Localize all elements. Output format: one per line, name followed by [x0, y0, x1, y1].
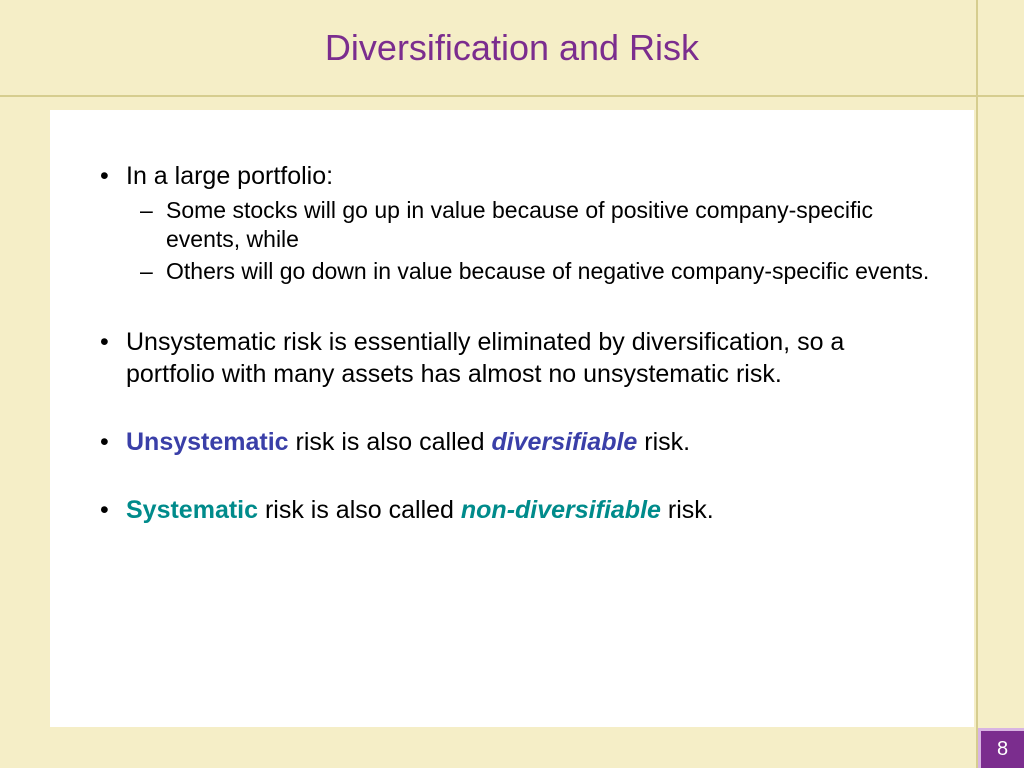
spacer: [90, 396, 934, 426]
spacer: [90, 292, 934, 326]
bullet-list: In a large portfolio: Some stocks will g…: [90, 160, 934, 526]
bullet-text: In a large portfolio:: [126, 162, 333, 190]
bullet-item: Systematic risk is also called non-diver…: [90, 494, 934, 526]
content-panel: In a large portfolio: Some stocks will g…: [50, 110, 974, 727]
page-number: 8: [997, 738, 1008, 761]
horizontal-rule: [0, 95, 1024, 97]
term-nondiversifiable: non-diversifiable: [461, 496, 661, 524]
term-unsystematic: Unsystematic: [126, 428, 289, 456]
page-number-badge: 8: [978, 728, 1024, 768]
vertical-rule: [976, 0, 978, 768]
bullet-text: risk is also called: [258, 496, 461, 524]
title-area: Diversification and Risk: [0, 0, 1024, 95]
bullet-item: Unsystematic risk is also called diversi…: [90, 426, 934, 458]
bullet-item: Unsystematic risk is essentially elimina…: [90, 326, 934, 390]
term-diversifiable: diversifiable: [491, 428, 637, 456]
bullet-text: Unsystematic risk is essentially elimina…: [126, 328, 844, 388]
bullet-item: In a large portfolio: Some stocks will g…: [90, 160, 934, 286]
bullet-text: risk.: [637, 428, 690, 456]
sub-item: Some stocks will go up in value because …: [126, 196, 934, 255]
bullet-text: risk.: [661, 496, 714, 524]
term-systematic: Systematic: [126, 496, 258, 524]
page-title: Diversification and Risk: [325, 27, 699, 69]
spacer: [90, 464, 934, 494]
bullet-text: risk is also called: [289, 428, 492, 456]
sub-item: Others will go down in value because of …: [126, 257, 934, 286]
sub-list: Some stocks will go up in value because …: [126, 196, 934, 286]
